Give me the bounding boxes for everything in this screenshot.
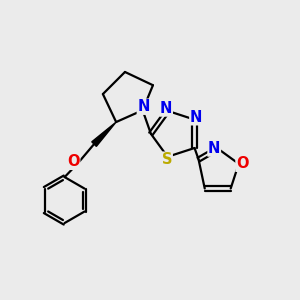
Text: S: S (162, 152, 172, 167)
Text: N: N (190, 110, 202, 125)
Text: O: O (236, 156, 248, 171)
Text: N: N (137, 99, 150, 114)
Text: N: N (208, 141, 220, 156)
Text: O: O (67, 154, 80, 169)
Polygon shape (92, 122, 116, 146)
Text: N: N (160, 101, 172, 116)
